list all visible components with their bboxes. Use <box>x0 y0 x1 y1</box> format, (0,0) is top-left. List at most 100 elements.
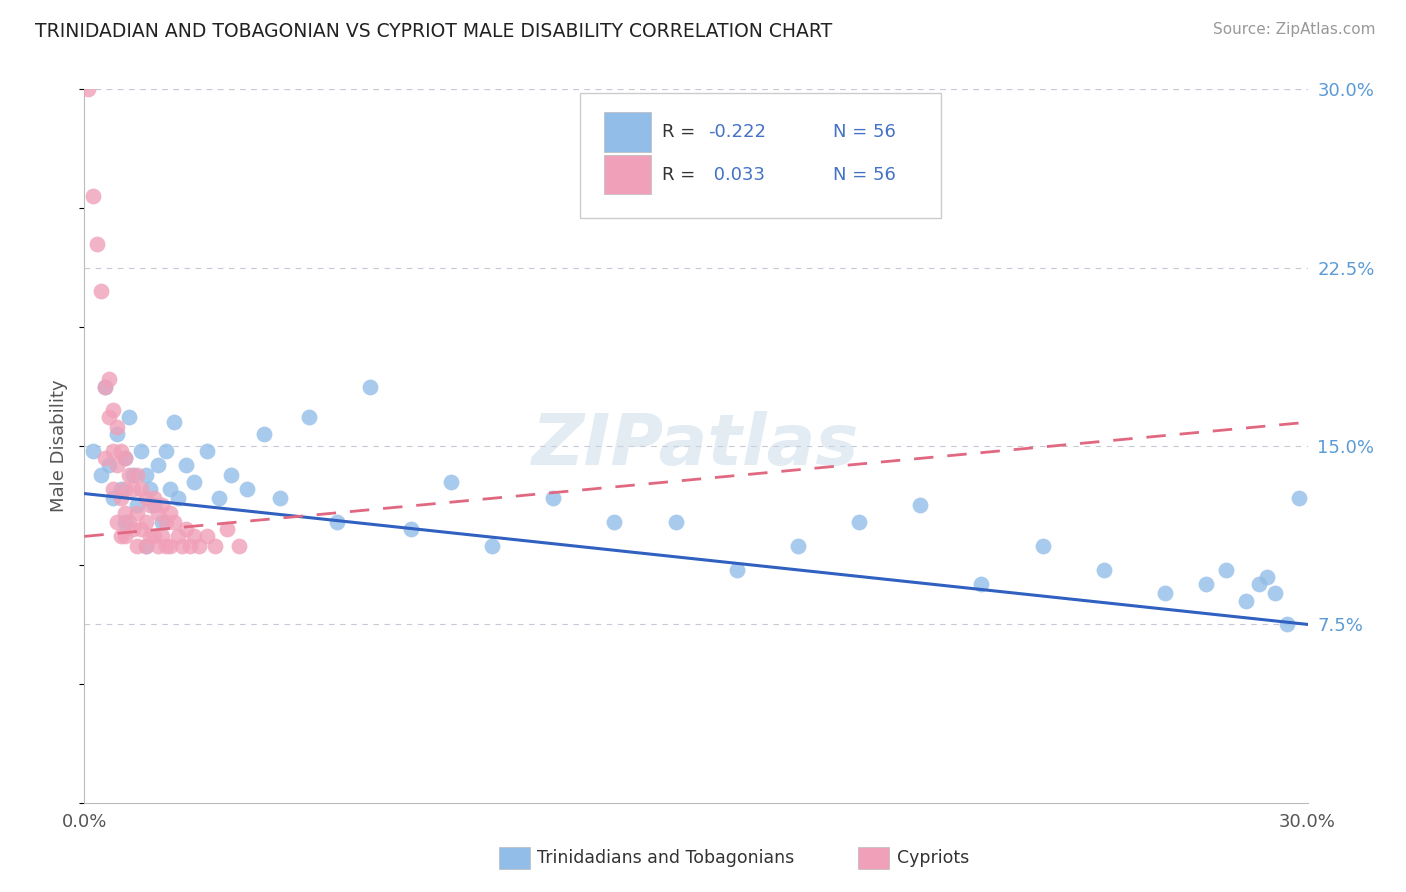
Point <box>118 410 141 425</box>
Point <box>114 450 136 465</box>
Point <box>176 458 198 472</box>
Point <box>787 539 810 553</box>
Point <box>82 189 104 203</box>
Text: N = 56: N = 56 <box>832 123 896 141</box>
Point <box>114 506 136 520</box>
Text: Cypriots: Cypriots <box>897 849 969 867</box>
Point <box>86 236 108 251</box>
Point <box>114 482 136 496</box>
Point <box>105 427 128 442</box>
Point <box>135 515 157 529</box>
Point <box>110 529 132 543</box>
Point <box>204 539 226 553</box>
Point <box>195 529 218 543</box>
Text: 0.033: 0.033 <box>709 166 765 184</box>
Point <box>82 443 104 458</box>
Point <box>135 491 157 506</box>
Point <box>603 515 626 529</box>
Point <box>195 443 218 458</box>
Point <box>93 450 117 465</box>
Point <box>359 379 381 393</box>
FancyBboxPatch shape <box>605 112 651 152</box>
Point <box>142 529 165 543</box>
Point <box>1032 539 1054 553</box>
Point <box>142 499 165 513</box>
Point <box>135 539 157 553</box>
Point <box>725 563 748 577</box>
Point <box>326 515 349 529</box>
Point <box>155 515 177 529</box>
FancyBboxPatch shape <box>605 155 651 194</box>
Text: Trinidadians and Tobagonians: Trinidadians and Tobagonians <box>537 849 794 867</box>
Point <box>543 491 565 506</box>
Point <box>167 491 190 506</box>
Point <box>1256 570 1278 584</box>
Point <box>910 499 932 513</box>
Point <box>138 529 160 543</box>
Point <box>298 410 321 425</box>
Point <box>105 420 128 434</box>
Point <box>848 515 870 529</box>
Point <box>127 499 149 513</box>
Point <box>163 415 186 429</box>
Point <box>97 372 120 386</box>
Point <box>127 506 149 520</box>
Point <box>131 443 153 458</box>
Point <box>1264 586 1286 600</box>
Point <box>127 539 149 553</box>
Point <box>159 539 181 553</box>
Point <box>179 539 201 553</box>
Point <box>172 539 194 553</box>
Point <box>208 491 231 506</box>
Point <box>105 458 128 472</box>
Point <box>110 491 132 506</box>
Point <box>187 539 209 553</box>
FancyBboxPatch shape <box>579 93 941 218</box>
Point <box>131 522 153 536</box>
Point <box>228 539 250 553</box>
Point <box>146 539 169 553</box>
Point <box>114 450 136 465</box>
Point <box>114 515 136 529</box>
Point <box>135 467 157 482</box>
Point <box>183 475 205 489</box>
Point <box>110 482 132 496</box>
Point <box>163 515 186 529</box>
Text: ZIPatlas: ZIPatlas <box>533 411 859 481</box>
Point <box>219 467 242 482</box>
Point <box>399 522 422 536</box>
Point <box>481 539 503 553</box>
Point <box>131 482 153 496</box>
Point <box>146 458 169 472</box>
Point <box>101 482 124 496</box>
Point <box>183 529 205 543</box>
Point <box>118 467 141 482</box>
Point <box>1215 563 1237 577</box>
Text: Source: ZipAtlas.com: Source: ZipAtlas.com <box>1212 22 1375 37</box>
Point <box>150 499 173 513</box>
Point <box>155 443 177 458</box>
Point <box>970 577 993 591</box>
Point <box>440 475 463 489</box>
Point <box>77 82 100 96</box>
Point <box>142 491 165 506</box>
Point <box>159 482 181 496</box>
Point <box>155 539 177 553</box>
Point <box>150 515 173 529</box>
Text: TRINIDADIAN AND TOBAGONIAN VS CYPRIOT MALE DISABILITY CORRELATION CHART: TRINIDADIAN AND TOBAGONIAN VS CYPRIOT MA… <box>35 22 832 41</box>
Point <box>101 491 124 506</box>
Point <box>1247 577 1270 591</box>
Point <box>167 529 190 543</box>
Point <box>665 515 688 529</box>
Point <box>90 285 112 299</box>
Point <box>269 491 291 506</box>
Point <box>105 515 128 529</box>
Point <box>1277 617 1299 632</box>
Point <box>236 482 259 496</box>
Point <box>90 467 112 482</box>
Point <box>176 522 198 536</box>
Point <box>146 506 169 520</box>
Point <box>138 499 160 513</box>
Point <box>110 443 132 458</box>
Point <box>127 467 149 482</box>
